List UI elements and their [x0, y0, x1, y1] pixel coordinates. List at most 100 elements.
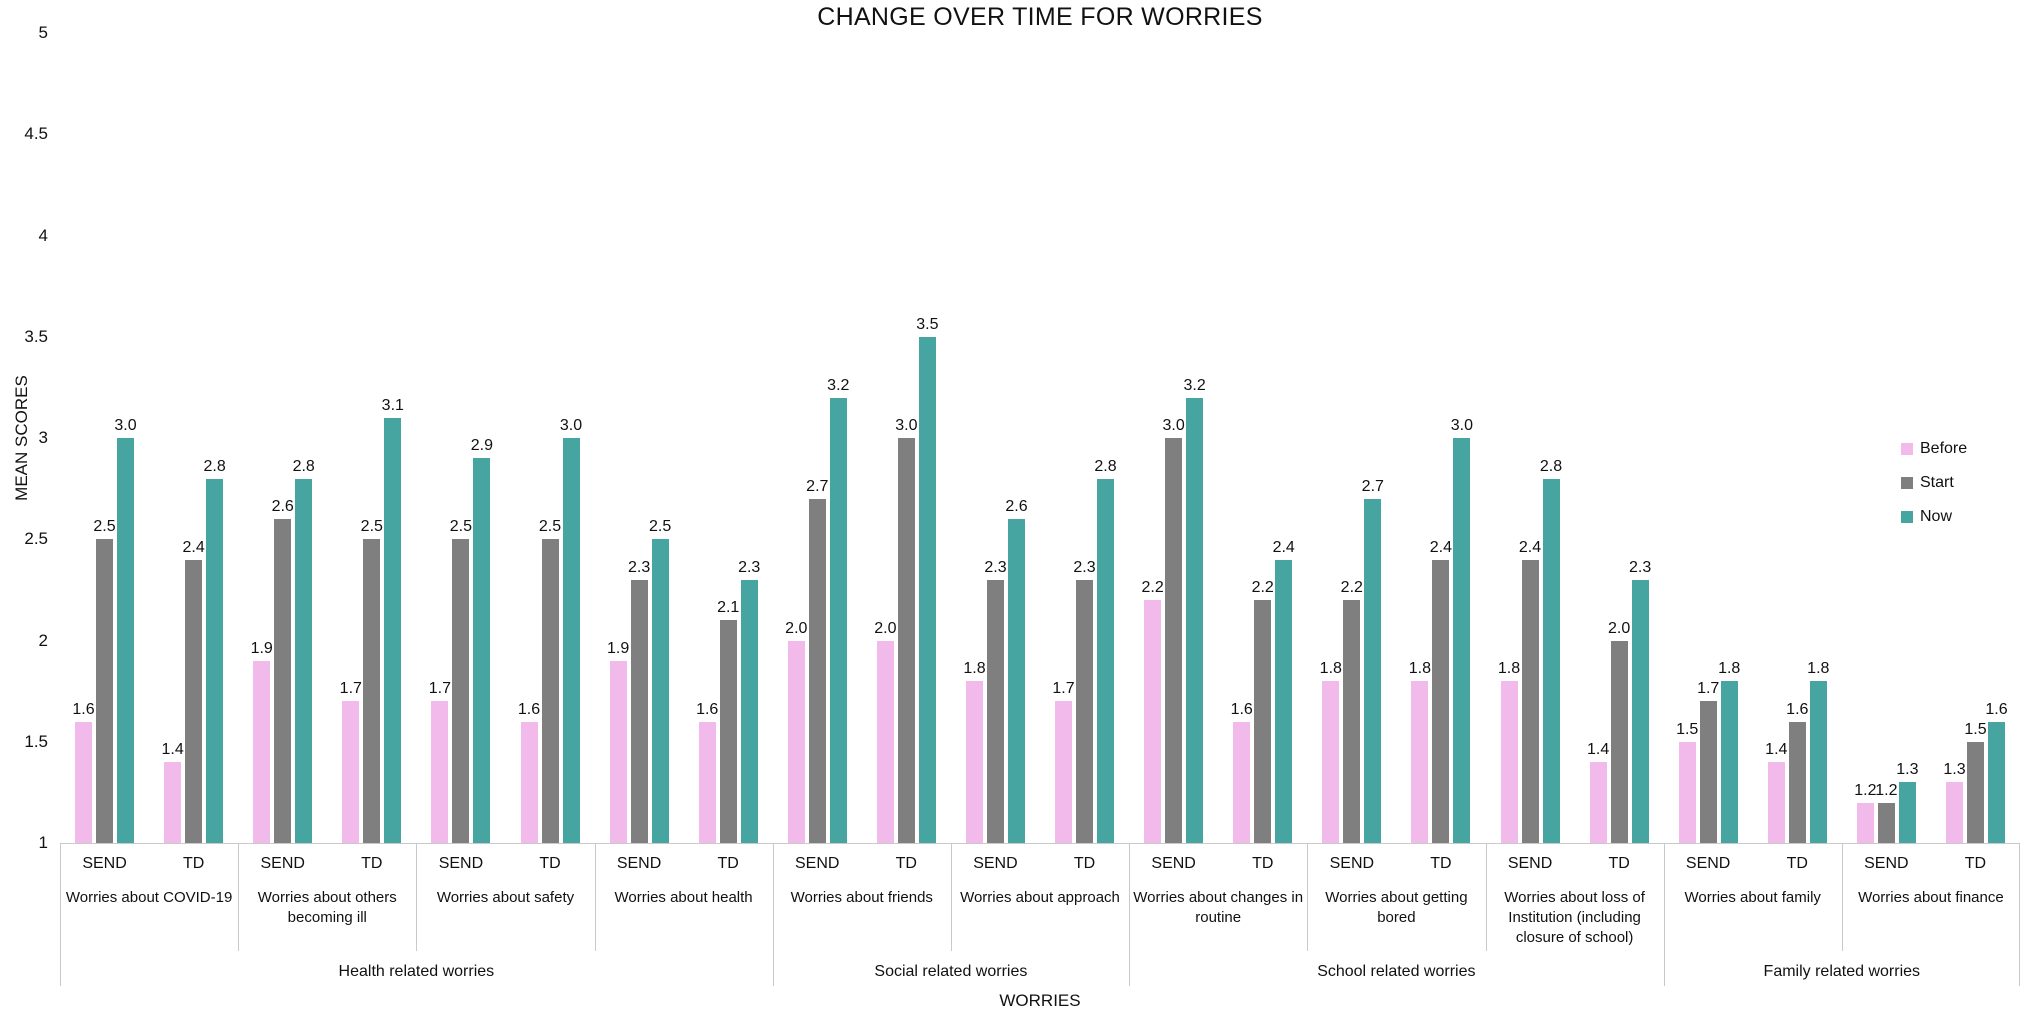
cluster-labels: SEND TD	[773, 844, 951, 884]
subcategory-label: Worries about changes in routine	[1133, 889, 1304, 926]
bar-value-label: 2.0	[785, 619, 808, 637]
bar-value-label: 3.2	[1183, 376, 1206, 394]
cluster-labels: SEND TD	[1664, 844, 1842, 884]
bar-value-label: 1.8	[1497, 660, 1521, 677]
bar-before	[342, 701, 360, 843]
cluster-label-send: SEND	[1685, 855, 1731, 872]
bar-value-label: 2.4	[182, 538, 205, 556]
bar-value-label: 1.8	[1319, 660, 1342, 677]
subcategory-divider	[416, 844, 418, 951]
subcategory-divider	[1307, 844, 1309, 951]
subcategory-label: Worries about others becoming ill	[257, 889, 397, 926]
bar-before	[1233, 721, 1251, 843]
y-tick-label: 1.5	[24, 731, 48, 751]
bar-start	[1076, 579, 1093, 843]
bar-value-label: 2.5	[538, 518, 562, 536]
category-axis: SEND TD Worries about COVID-19 SEND TD Worrie…	[60, 843, 2020, 986]
legend-item-before: Before	[1901, 441, 1967, 457]
bar-value-label: 3.0	[1450, 417, 1474, 434]
bar-value-label: 1.4	[1765, 741, 1788, 758]
cluster-label-td: TD	[895, 855, 917, 872]
group-divider	[2019, 844, 2020, 986]
bar-start	[1610, 640, 1628, 843]
bar-value-label: 1.5	[1676, 720, 1699, 738]
subcategory-label: Worries about safety	[436, 889, 575, 906]
bar-value-label: 1.2	[1875, 781, 1898, 799]
group-divider	[1129, 844, 1131, 986]
y-tick-label: 3.5	[24, 326, 48, 346]
cluster-label-send: SEND	[1507, 855, 1553, 872]
cluster-label-send: SEND	[1329, 855, 1375, 872]
bar-value-label: 1.8	[1807, 660, 1830, 677]
bar-start	[1877, 802, 1895, 843]
bar-value-label: 1.8	[963, 660, 986, 677]
subcategory-divider	[238, 844, 240, 951]
cluster-labels: SEND TD	[1842, 844, 2020, 884]
group-label: Health related worries	[338, 963, 495, 980]
cluster-label-td: TD	[1608, 855, 1630, 872]
cluster-label-td: TD	[717, 855, 739, 872]
bar-value-label: 2.2	[1251, 579, 1274, 596]
cluster-label-send: SEND	[438, 855, 484, 872]
bar-before	[520, 721, 538, 843]
subcategory-label: Worries about approach	[960, 889, 1120, 906]
legend-swatch	[1901, 477, 1913, 489]
cluster-label-send: SEND	[795, 855, 840, 872]
bar-value-label: 2.4	[1272, 538, 1295, 556]
bar-value-label: 1.9	[250, 639, 273, 657]
cluster-labels: SEND TD	[595, 844, 773, 884]
cluster-label-td: TD	[539, 855, 561, 872]
cluster-labels: SEND TD	[238, 844, 416, 884]
bar-now	[1988, 721, 2005, 843]
bar-now	[1364, 498, 1382, 843]
subcategory-label: Worries about friends	[790, 889, 933, 906]
bar-value-label: 2.5	[449, 518, 473, 536]
bar-start	[808, 498, 826, 843]
bar-before	[1856, 802, 1874, 843]
bar-before	[876, 640, 894, 843]
bar-value-label: 2.5	[360, 518, 383, 536]
bar-value-label: 2.3	[1073, 558, 1096, 576]
subcategory-label: Worries about finance	[1858, 889, 2004, 906]
bar-start	[1967, 741, 1984, 843]
bar-value-label: 1.6	[1786, 700, 1809, 718]
bar-value-label: 2.0	[1607, 619, 1631, 637]
cluster-label-td: TD	[361, 855, 383, 872]
bar-before	[1055, 701, 1072, 843]
bar-value-label: 3.0	[559, 417, 583, 434]
legend-item-now: Now	[1901, 509, 1967, 525]
y-tick-label: 4.5	[24, 124, 48, 144]
legend-label: Before	[1920, 440, 1968, 457]
bar-value-label: 3.0	[895, 417, 918, 434]
cluster-label-send: SEND	[82, 855, 127, 872]
bar-start	[987, 579, 1004, 843]
bar-before	[1678, 741, 1696, 843]
bar-value-label: 2.4	[1429, 538, 1453, 556]
bar-value-label: 1.6	[696, 700, 719, 718]
bar-value-label: 2.3	[1628, 558, 1652, 576]
bar-now	[1631, 579, 1649, 843]
cluster-labels: SEND TD	[416, 844, 594, 884]
subcategory-label: Worries about loss of Institution (inclu…	[1504, 889, 1645, 946]
bar-before	[1946, 782, 1963, 843]
group-label: School related worries	[1317, 963, 1476, 980]
bar-value-label: 2.6	[1005, 498, 1028, 515]
bar-before	[431, 701, 449, 843]
bar-now	[740, 579, 758, 843]
y-tick-label: 4	[38, 225, 48, 245]
bar-now	[384, 417, 402, 843]
bar-value-label: 1.4	[161, 741, 184, 758]
bar-value-label: 2.4	[1518, 538, 1542, 556]
bar-value-label: 1.6	[517, 700, 541, 718]
cluster-label-send: SEND	[616, 855, 662, 872]
bar-before	[787, 640, 805, 843]
bar-now	[117, 438, 134, 843]
cluster-label-send: SEND	[1864, 855, 1909, 872]
bar-now	[206, 478, 224, 843]
bar-value-label: 3.5	[916, 315, 939, 333]
bar-before	[966, 681, 983, 843]
subcategory-divider	[594, 844, 596, 951]
cluster-label-send: SEND	[260, 855, 305, 872]
cluster-label-td: TD	[1430, 855, 1452, 872]
bar-start	[363, 539, 381, 843]
